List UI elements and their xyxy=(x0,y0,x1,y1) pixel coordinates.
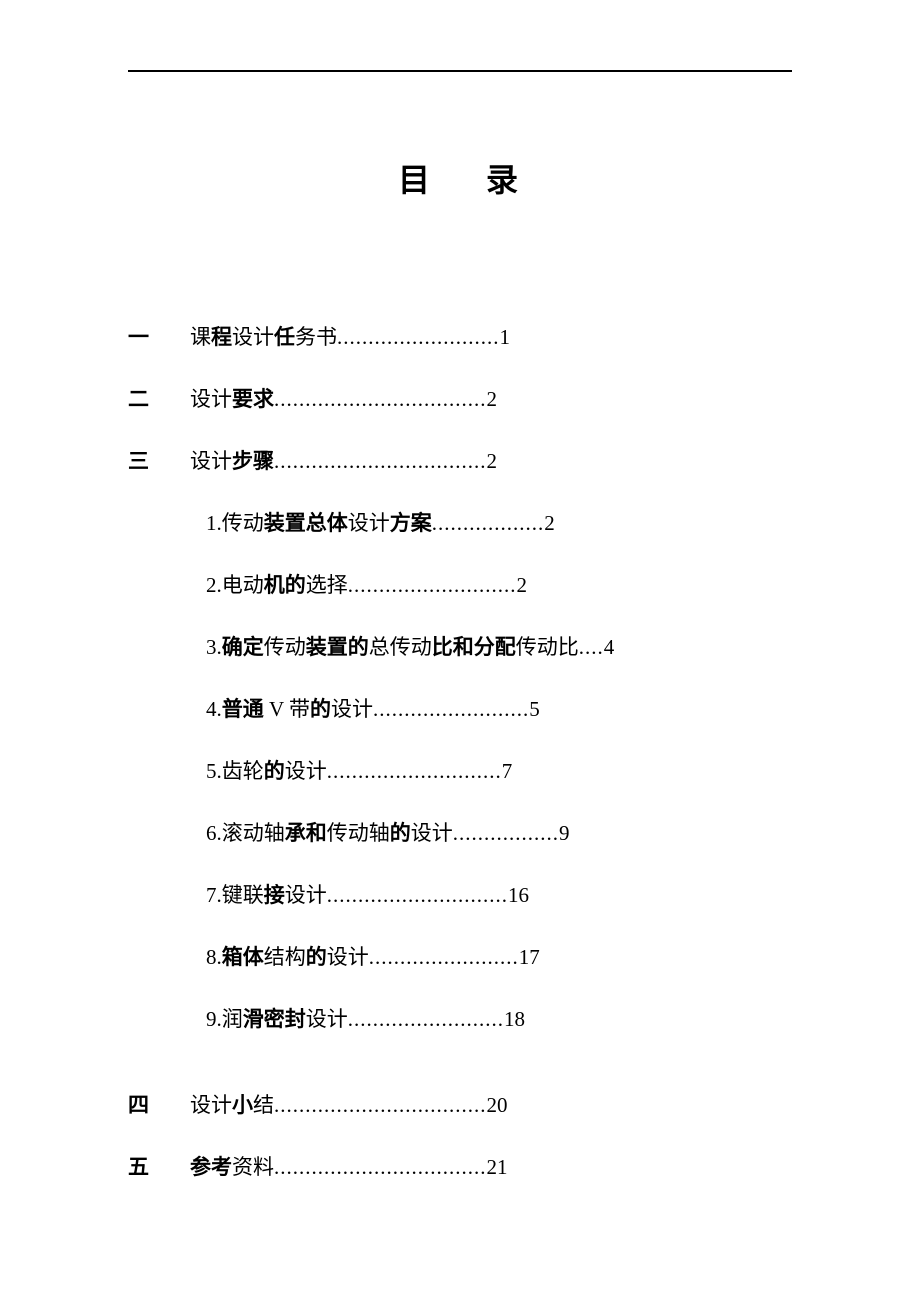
toc-entry-title: 普通 V 带的设计 xyxy=(222,693,373,723)
toc-subsection-number: 5. xyxy=(206,759,222,784)
toc-subsection-number: 7. xyxy=(206,883,222,908)
toc-entry-title: 键联接设计 xyxy=(222,879,327,909)
page-title: 目 录 xyxy=(128,155,792,201)
toc-dots: ......................... xyxy=(373,697,529,722)
toc-page-number: 9 xyxy=(559,821,570,846)
toc-section-number: 一 xyxy=(128,321,190,351)
toc-subsection-number: 4. xyxy=(206,697,222,722)
toc-dots: ............................ xyxy=(327,759,502,784)
toc-entry-title: 设计步骤 xyxy=(190,445,274,475)
toc-subsection-number: 9. xyxy=(206,1007,222,1032)
toc-entry-title: 传动装置总体设计方案 xyxy=(222,507,432,537)
toc-dots: .................................. xyxy=(274,1155,487,1180)
content-area: 目 录 一课程设计任务书 ..........................1… xyxy=(128,155,792,1213)
toc-dots: ........................... xyxy=(348,573,517,598)
toc-entry-title: 电动机的选择 xyxy=(222,569,348,599)
toc-section-number: 四 xyxy=(128,1089,190,1119)
toc-subsection-row: 5.齿轮的设计 ............................7 xyxy=(128,755,792,785)
toc-entry-title: 设计要求 xyxy=(190,383,274,413)
toc-entry-title: 确定传动装置的总传动比和分配传动比 xyxy=(222,631,579,661)
toc-subsection-row: 2. 电动机的选择...........................2 xyxy=(128,569,792,599)
toc-entry-title: 课程设计任务书 xyxy=(190,321,337,351)
toc-section-row: 三设计步骤 ..................................… xyxy=(128,445,792,475)
toc-page-number: 1 xyxy=(500,325,511,350)
toc-entry-title: 齿轮的设计 xyxy=(222,755,327,785)
toc-entry-title: 参考资料 xyxy=(190,1151,274,1181)
toc-section-row: 一课程设计任务书 ..........................1 xyxy=(128,321,792,351)
toc-container: 一课程设计任务书 ..........................1 二设计要… xyxy=(128,321,792,1181)
toc-section-row: 五参考资料 ..................................… xyxy=(128,1151,792,1181)
header-divider xyxy=(128,70,792,72)
toc-subsection-row: 8. 箱体结构的设计........................17 xyxy=(128,941,792,971)
toc-subsection-row: 9.润滑密封设计 .........................18 xyxy=(128,1003,792,1033)
toc-entry-title: 滚动轴承和传动轴的设计 xyxy=(222,817,453,847)
toc-section-number: 五 xyxy=(128,1151,190,1181)
toc-entry-title: 箱体结构的设计 xyxy=(222,941,369,971)
toc-subsection-row: 3. 确定传动装置的总传动比和分配传动比 ....4 xyxy=(128,631,792,661)
toc-dots: .... xyxy=(579,635,604,660)
toc-page-number: 7 xyxy=(502,759,513,784)
toc-section-row: 四设计小结 ..................................… xyxy=(128,1089,792,1119)
toc-section-number: 二 xyxy=(128,383,190,413)
toc-section-number: 三 xyxy=(128,445,190,475)
toc-dots: ......................... xyxy=(348,1007,504,1032)
toc-subsection-row: 7.键联接设计.............................16 xyxy=(128,879,792,909)
toc-subsection-row: 1. 传动装置总体设计方案 ..................2 xyxy=(128,507,792,537)
toc-page-number: 2 xyxy=(487,387,498,412)
toc-page-number: 16 xyxy=(508,883,529,908)
toc-subsection-row: 6. 滚动轴承和传动轴的设计.................9 xyxy=(128,817,792,847)
toc-page-number: 17 xyxy=(519,945,540,970)
toc-entry-title: 设计小结 xyxy=(190,1089,274,1119)
toc-page-number: 20 xyxy=(487,1093,508,1118)
toc-dots: .................................. xyxy=(274,387,487,412)
toc-dots: .................. xyxy=(432,511,545,536)
toc-dots: .................................. xyxy=(274,449,487,474)
toc-subsection-row: 4. 普通 V 带的设计.........................5 xyxy=(128,693,792,723)
toc-page-number: 2 xyxy=(487,449,498,474)
toc-entry-title: 润滑密封设计 xyxy=(222,1003,348,1033)
toc-page-number: 21 xyxy=(487,1155,508,1180)
toc-page-number: 18 xyxy=(504,1007,525,1032)
toc-subsection-number: 3. xyxy=(206,635,222,660)
toc-page-number: 2 xyxy=(544,511,555,536)
toc-dots: ........................ xyxy=(369,945,519,970)
toc-dots: ................. xyxy=(453,821,559,846)
toc-subsection-number: 6. xyxy=(206,821,222,846)
toc-page-number: 4 xyxy=(604,635,615,660)
toc-subsection-number: 2. xyxy=(206,573,222,598)
toc-subsection-number: 8. xyxy=(206,945,222,970)
toc-page-number: 2 xyxy=(517,573,528,598)
toc-page-number: 5 xyxy=(529,697,540,722)
toc-subsection-number: 1. xyxy=(206,511,222,536)
toc-dots: ............................. xyxy=(327,883,508,908)
toc-dots: .................................. xyxy=(274,1093,487,1118)
toc-dots: .......................... xyxy=(337,325,500,350)
toc-section-row: 二设计要求 ..................................… xyxy=(128,383,792,413)
